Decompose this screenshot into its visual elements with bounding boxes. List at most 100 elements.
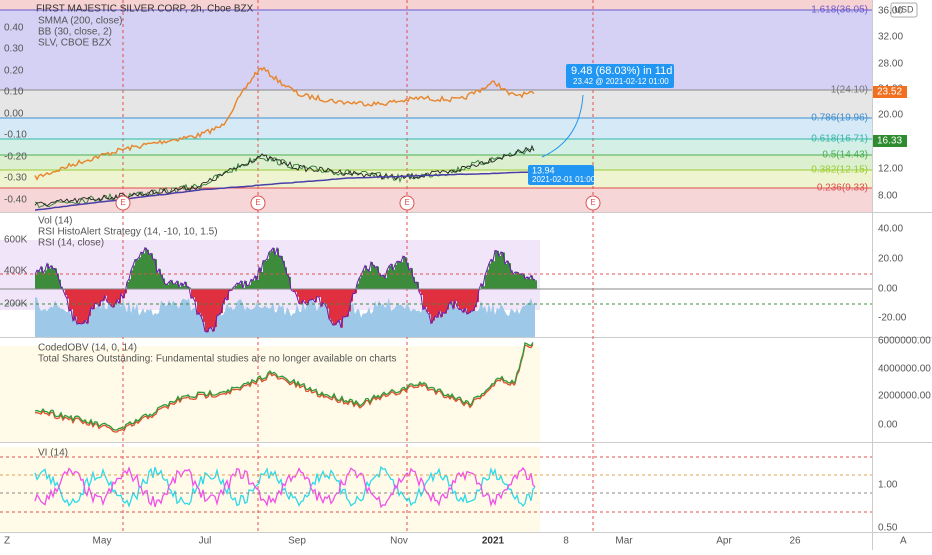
rsi-hist [303, 289, 305, 301]
rsi-hist [511, 270, 513, 289]
rsi-hist [461, 289, 463, 310]
vi-minus [34, 466, 536, 509]
rsi-hist [261, 272, 263, 289]
rsi-hist [239, 283, 241, 289]
rsi-hist [209, 289, 211, 329]
rsi-hist [79, 289, 81, 324]
rsi-hist [365, 265, 367, 289]
rsi-hist [293, 289, 295, 292]
rsi-hist [113, 289, 115, 308]
rsi-hist [213, 289, 215, 332]
rsi-hist [467, 289, 469, 315]
indicator-label: RSI (14, close) [38, 238, 104, 249]
rsi-hist [87, 289, 89, 324]
rsi-hist [405, 257, 407, 289]
rsi-hist [77, 289, 79, 325]
indicator-label: CodedOBV (14, 0, 14) [38, 343, 137, 354]
rsi-hist [201, 289, 203, 317]
rsi-hist [397, 261, 399, 289]
rsi-hist [495, 250, 497, 289]
rsi-hist [311, 289, 313, 300]
right-tick: 20.00 [878, 254, 903, 265]
rsi-hist [255, 275, 257, 289]
rsi-hist [481, 283, 483, 289]
right-tick: 20.00 [878, 110, 903, 121]
rsi-hist [297, 289, 299, 297]
rsi-hist [233, 287, 235, 289]
event-label: E [590, 198, 595, 207]
rsi-hist [95, 289, 97, 304]
rsi-hist [197, 289, 199, 315]
rsi-hist [427, 289, 429, 312]
left-tick: 0.30 [4, 44, 24, 55]
rsi-hist [373, 264, 375, 289]
rsi-hist [117, 289, 119, 301]
rsi-hist [205, 289, 207, 332]
rsi-hist [173, 283, 175, 289]
rsi-hist [377, 266, 379, 289]
rsi-hist [111, 289, 113, 306]
rsi-hist [341, 289, 343, 328]
rsi-hist [199, 289, 201, 314]
rsi-hist [223, 289, 225, 304]
rsi-hist [307, 289, 309, 305]
rsi-hist [315, 289, 317, 303]
rsi-hist [217, 289, 219, 316]
rsi-hist [229, 289, 231, 291]
rsi-hist [503, 252, 505, 289]
rsi-hist [185, 282, 187, 289]
rsi-hist [235, 285, 237, 289]
rsi-hist [353, 289, 355, 294]
currency-box [890, 2, 918, 18]
rsi-hist [167, 284, 169, 289]
rsi-hist [183, 285, 185, 289]
rsi-hist [381, 276, 383, 289]
x-tick-label: Sep [288, 536, 306, 547]
indicator-label: SMMA (200, close) [38, 16, 122, 27]
right-tick: 1.00 [878, 480, 898, 491]
event-label: E [255, 198, 260, 207]
left-tick: 0.20 [4, 66, 24, 77]
rsi-hist [383, 274, 385, 289]
left-tick: 0.40 [4, 23, 24, 34]
rsi-hist [283, 260, 285, 289]
rsi-hist [57, 273, 59, 289]
right-tick: 2000000.00 [878, 391, 931, 402]
rsi-hist [131, 270, 133, 289]
event-marker [115, 195, 131, 211]
rsi-hist [145, 247, 147, 289]
event-marker [585, 195, 601, 211]
rsi-hist [347, 289, 349, 317]
rsi-hist [415, 282, 417, 289]
rsi-hist [135, 259, 137, 289]
rsi-hist [49, 268, 51, 289]
rsi-hist [469, 289, 471, 313]
rsi-hist [523, 273, 525, 289]
rsi-hist [287, 274, 289, 289]
rsi-hist [181, 283, 183, 289]
rsi-hist [521, 273, 523, 289]
right-tick: 0.00 [878, 284, 898, 295]
rsi-hist [393, 269, 395, 289]
right-tick: 40.00 [878, 224, 903, 235]
rsi-hist [385, 277, 387, 289]
rsi-hist [245, 281, 247, 289]
projection-curve [541, 94, 584, 158]
x-tick-label: Nov [390, 536, 408, 547]
rsi-hist [43, 272, 45, 289]
corner-label: Z [4, 536, 10, 547]
rsi-hist [179, 286, 181, 289]
rsi-hist [271, 250, 273, 289]
rsi-hist [493, 261, 495, 289]
rsi-hist [165, 283, 167, 289]
right-tick: 8.00 [878, 191, 898, 202]
rsi-hist [143, 253, 145, 289]
rsi-hist [127, 282, 129, 289]
rsi-hist [349, 289, 351, 312]
rsi-hist [509, 263, 511, 289]
rsi-hist [459, 289, 461, 310]
rsi-hist [273, 248, 275, 289]
rsi-hist [161, 274, 163, 289]
rsi-hist [295, 289, 297, 292]
rsi-hist [225, 289, 227, 299]
